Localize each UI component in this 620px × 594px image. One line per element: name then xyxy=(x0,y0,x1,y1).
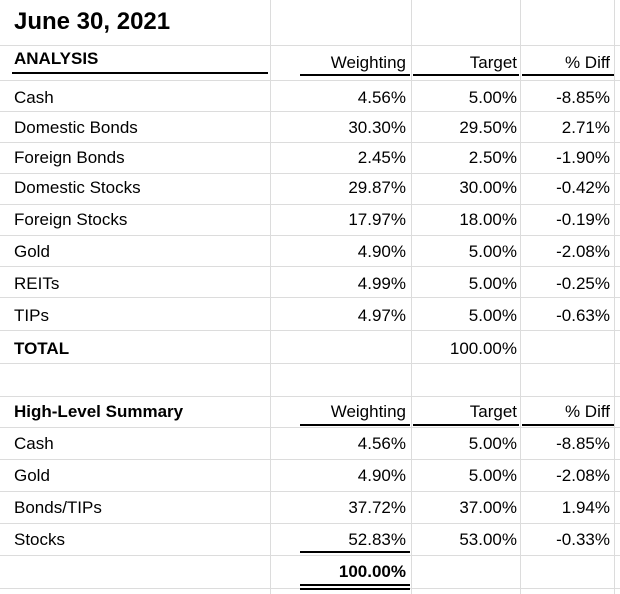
grid-row-line xyxy=(0,204,620,205)
col-header-diff[interactable]: % Diff xyxy=(564,53,610,72)
analysis-row-label[interactable]: Foreign Stocks xyxy=(14,210,128,229)
grid-row-line xyxy=(0,330,620,331)
summary-row-weighting[interactable]: 4.90% xyxy=(357,466,406,485)
grid-row-line xyxy=(0,111,620,112)
summary-row-label[interactable]: Cash xyxy=(14,434,54,453)
grid-row-line xyxy=(0,523,620,524)
analysis-header[interactable]: ANALYSIS xyxy=(14,49,99,68)
analysis-row-label[interactable]: Cash xyxy=(14,88,54,107)
summary-total-double-underline xyxy=(300,584,410,586)
analysis-row-diff[interactable]: -0.63% xyxy=(556,306,610,325)
summary-row-diff[interactable]: -2.08% xyxy=(556,466,610,485)
analysis-row-diff[interactable]: -1.90% xyxy=(556,148,610,167)
col-header-underline xyxy=(522,74,614,76)
col-header-underline xyxy=(413,74,519,76)
summary-row-target[interactable]: 5.00% xyxy=(468,434,517,453)
analysis-row-diff[interactable]: -0.25% xyxy=(556,274,610,293)
analysis-row-weighting[interactable]: 4.97% xyxy=(357,306,406,325)
summary-row-target[interactable]: 5.00% xyxy=(468,466,517,485)
analysis-row-diff[interactable]: 2.71% xyxy=(561,118,610,137)
analysis-row-target[interactable]: 29.50% xyxy=(459,118,517,137)
col-header-target[interactable]: Target xyxy=(469,53,517,72)
grid-row-line xyxy=(0,266,620,267)
analysis-row-diff[interactable]: -0.19% xyxy=(556,210,610,229)
summary-total-double-underline xyxy=(300,588,410,590)
analysis-row-label[interactable]: Gold xyxy=(14,242,50,261)
analysis-row-label[interactable]: Domestic Stocks xyxy=(14,178,141,197)
summary-col-underline xyxy=(522,424,614,426)
grid-row-line xyxy=(0,80,620,81)
summary-row-weighting[interactable]: 52.83% xyxy=(348,530,406,549)
summary-col-underline xyxy=(300,424,410,426)
grid-row-line xyxy=(0,459,620,460)
summary-row-weighting[interactable]: 4.56% xyxy=(357,434,406,453)
grid-row-line xyxy=(0,427,620,428)
summary-row-diff[interactable]: -8.85% xyxy=(556,434,610,453)
summary-row-label[interactable]: Stocks xyxy=(14,530,66,549)
grid-row-line xyxy=(0,45,620,46)
summary-header[interactable]: High-Level Summary xyxy=(14,402,184,421)
grid-row-line xyxy=(0,396,620,397)
grid-row-line xyxy=(0,555,620,556)
summary-row-weighting[interactable]: 37.72% xyxy=(348,498,406,517)
grid-row-line xyxy=(0,142,620,143)
grid-row-line xyxy=(0,297,620,298)
grid-row-line xyxy=(0,173,620,174)
analysis-row-target[interactable]: 30.00% xyxy=(459,178,517,197)
summary-row-diff[interactable]: -0.33% xyxy=(556,530,610,549)
analysis-row-weighting[interactable]: 4.56% xyxy=(357,88,406,107)
total-label[interactable]: TOTAL xyxy=(14,339,70,358)
analysis-row-target[interactable]: 5.00% xyxy=(468,242,517,261)
col-header-underline xyxy=(300,74,410,76)
analysis-row-weighting[interactable]: 30.30% xyxy=(348,118,406,137)
analysis-row-target[interactable]: 2.50% xyxy=(468,148,517,167)
sheet-title[interactable]: June 30, 2021 xyxy=(14,8,171,35)
analysis-row-weighting[interactable]: 2.45% xyxy=(357,148,406,167)
analysis-row-target[interactable]: 5.00% xyxy=(468,306,517,325)
analysis-row-target[interactable]: 5.00% xyxy=(468,88,517,107)
grid-row-line xyxy=(0,491,620,492)
summary-row-target[interactable]: 53.00% xyxy=(459,530,517,549)
total-target[interactable]: 100.00% xyxy=(449,339,517,358)
summary-col-header-target[interactable]: Target xyxy=(469,402,517,421)
analysis-row-weighting[interactable]: 17.97% xyxy=(348,210,406,229)
summary-row-label[interactable]: Gold xyxy=(14,466,50,485)
summary-col-underline xyxy=(413,424,519,426)
analysis-row-diff[interactable]: -8.85% xyxy=(556,88,610,107)
grid-row-line xyxy=(0,235,620,236)
summary-row-label[interactable]: Bonds/TIPs xyxy=(14,498,102,517)
analysis-row-target[interactable]: 5.00% xyxy=(468,274,517,293)
analysis-row-diff[interactable]: -0.42% xyxy=(556,178,610,197)
analysis-row-target[interactable]: 18.00% xyxy=(459,210,517,229)
analysis-row-label[interactable]: TIPs xyxy=(14,306,49,325)
analysis-row-label[interactable]: Foreign Bonds xyxy=(14,148,125,167)
summary-row-target[interactable]: 37.00% xyxy=(459,498,517,517)
analysis-row-weighting[interactable]: 4.99% xyxy=(357,274,406,293)
analysis-row-label[interactable]: REITs xyxy=(14,274,60,293)
analysis-header-underline xyxy=(12,72,268,74)
analysis-row-diff[interactable]: -2.08% xyxy=(556,242,610,261)
grid-row-line xyxy=(0,363,620,364)
summary-col-header-diff[interactable]: % Diff xyxy=(564,402,610,421)
analysis-row-weighting[interactable]: 4.90% xyxy=(357,242,406,261)
summary-total-underline xyxy=(300,551,410,553)
analysis-row-weighting[interactable]: 29.87% xyxy=(348,178,406,197)
col-header-weighting[interactable]: Weighting xyxy=(330,53,406,72)
summary-col-header-weighting[interactable]: Weighting xyxy=(330,402,406,421)
summary-row-diff[interactable]: 1.94% xyxy=(561,498,610,517)
analysis-row-label[interactable]: Domestic Bonds xyxy=(14,118,138,137)
summary-total-weighting[interactable]: 100.00% xyxy=(338,562,406,581)
